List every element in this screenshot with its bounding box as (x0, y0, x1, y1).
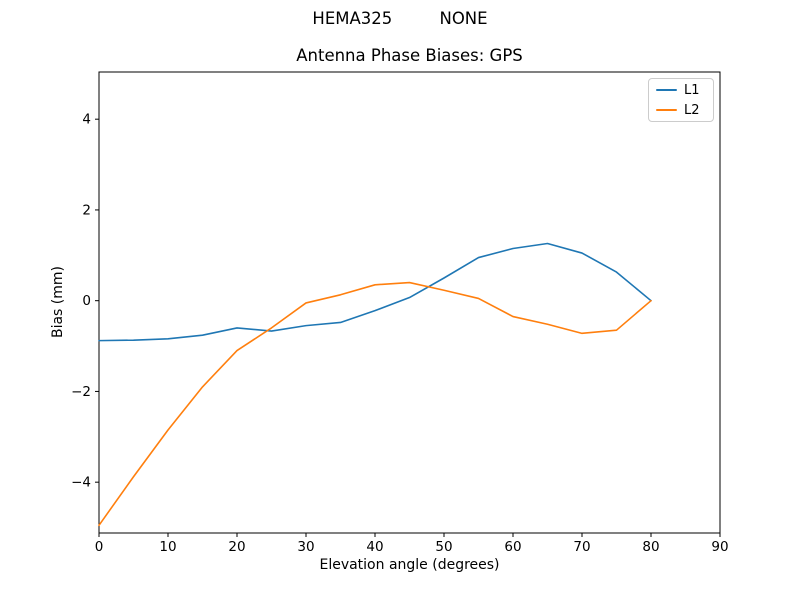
axes-frame (98, 71, 721, 534)
legend: L1 L2 (648, 78, 714, 122)
x-tick-label: 70 (573, 539, 590, 555)
x-axis-label: Elevation angle (degrees) (319, 557, 500, 573)
y-tick-label: −2 (71, 384, 91, 400)
legend-label-l1: L1 (684, 82, 700, 98)
y-axis-label: Bias (mm) (50, 265, 66, 339)
l1-line-swatch-icon (656, 89, 677, 91)
x-tick-label: 20 (228, 539, 245, 555)
y-tick-label: −4 (71, 475, 91, 491)
l1-line (98, 242, 652, 342)
y-tick-label: 4 (82, 112, 91, 128)
y-tick-label: 0 (82, 293, 91, 309)
x-tick-label: 0 (95, 539, 104, 555)
l2-line (98, 281, 652, 527)
legend-item-l1: L1 (656, 83, 713, 98)
x-tick-label: 30 (297, 539, 314, 555)
y-tick-label: 2 (82, 202, 91, 218)
x-tick-label: 40 (366, 539, 383, 555)
legend-label-l2: L2 (684, 102, 700, 118)
x-tick-label: 10 (159, 539, 176, 555)
chart-title: Antenna Phase Biases: GPS (296, 46, 523, 65)
x-tick-label: 60 (504, 539, 521, 555)
x-tick-label: 50 (435, 539, 452, 555)
legend-item-l2: L2 (656, 103, 713, 118)
l2-line-swatch-icon (656, 109, 677, 111)
x-tick-label: 80 (642, 539, 659, 555)
figure-suptitle: HEMA325 NONE (312, 9, 488, 28)
x-tick-label: 90 (711, 539, 728, 555)
